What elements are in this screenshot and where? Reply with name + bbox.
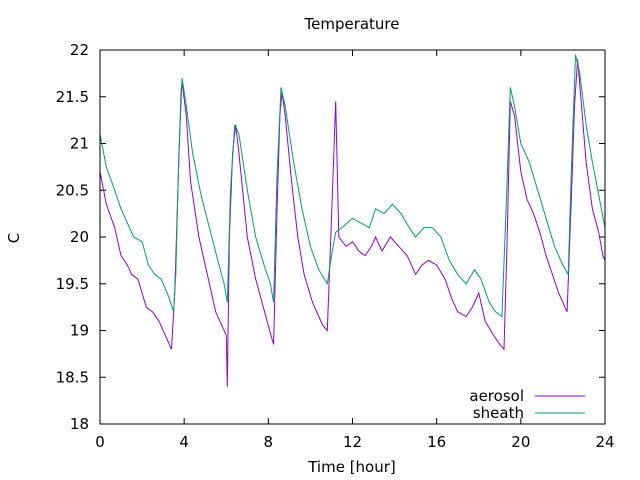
- plot-frame: [99, 49, 606, 425]
- legend-label-aerosol: aerosol: [469, 387, 524, 405]
- x-tick-label: 12: [343, 433, 362, 451]
- x-tick-label: 4: [179, 433, 189, 451]
- y-tick-label: 21: [70, 135, 89, 153]
- axis-ticks: 0 4 8 12 16 20 24 18 18.5 19 19.5 20 20.5 21 21.5 22: [56, 41, 615, 451]
- x-tick-label: 24: [595, 433, 614, 451]
- series-line-aerosol: [99, 59, 606, 387]
- x-tick-label: 0: [95, 433, 105, 451]
- chart-title: Temperature: [303, 15, 399, 33]
- legend-label-sheath: sheath: [473, 404, 524, 422]
- x-axis-label: Time [hour]: [307, 458, 396, 476]
- x-tick-label: 16: [427, 433, 446, 451]
- series-layer: [99, 54, 606, 387]
- y-tick-label: 20: [70, 228, 89, 246]
- y-tick-label: 21.5: [56, 88, 89, 106]
- series-line-sheath: [99, 54, 606, 318]
- y-tick-label: 20.5: [56, 181, 89, 199]
- y-tick-label: 19: [70, 322, 89, 340]
- y-tick-label: 22: [70, 41, 89, 59]
- x-tick-label: 20: [511, 433, 530, 451]
- y-axis-label: C: [5, 233, 23, 243]
- y-tick-label: 18: [70, 415, 89, 433]
- y-tick-label: 18.5: [56, 368, 89, 386]
- y-tick-label: 19.5: [56, 275, 89, 293]
- x-tick-label: 8: [264, 433, 274, 451]
